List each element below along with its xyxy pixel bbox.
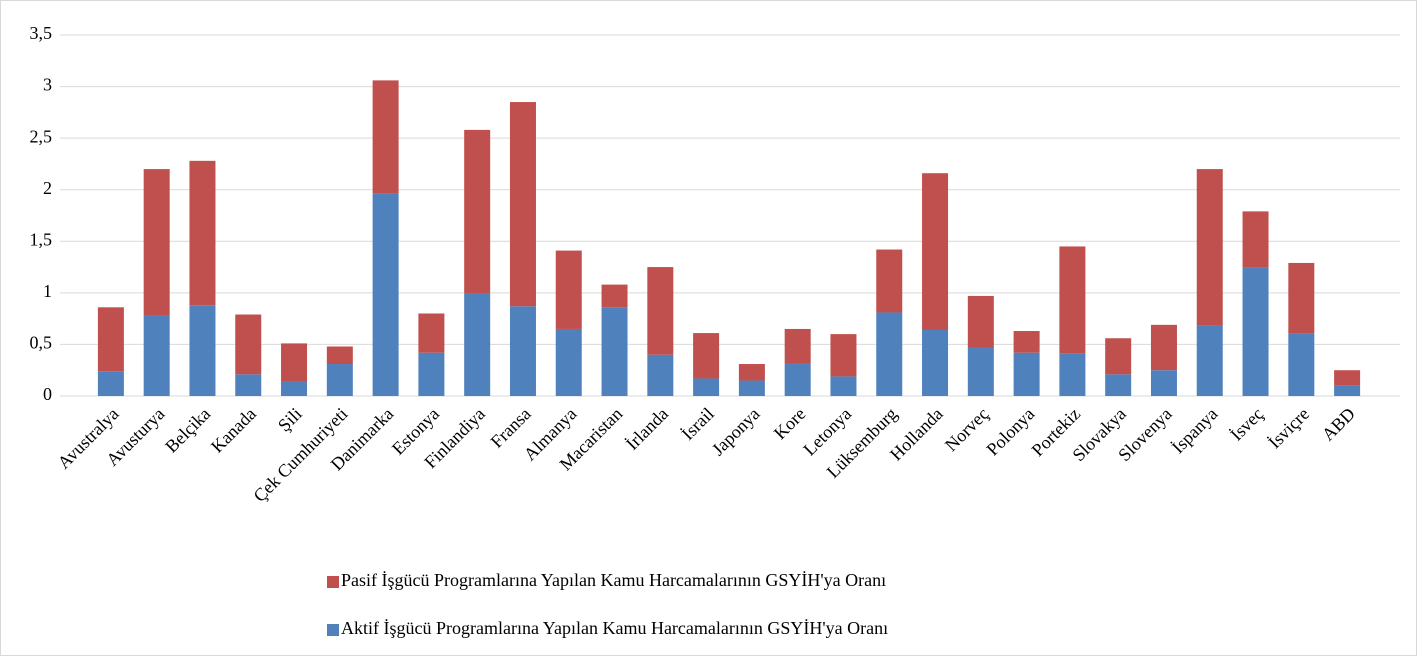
bar-segment (967, 347, 994, 396)
y-tick-label: 0,5 (30, 333, 53, 353)
legend-swatch (327, 624, 339, 636)
bar-segment (97, 371, 124, 396)
bar-segment (235, 374, 262, 396)
bar-segment (1150, 370, 1177, 396)
y-tick-label: 1 (43, 281, 52, 301)
bar-segment (1105, 338, 1132, 375)
bar-segment (738, 364, 765, 381)
bar-segment (143, 169, 170, 316)
bar-segment (1059, 246, 1086, 354)
bar-segment (1105, 374, 1132, 396)
bar-segment (372, 80, 399, 194)
bar-segment (372, 193, 399, 396)
bar-segment (1013, 352, 1040, 396)
bar-segment (876, 312, 903, 396)
bar-segment (97, 307, 124, 372)
y-tick-label: 2 (43, 178, 52, 198)
bar-segment (418, 313, 445, 353)
y-tick-label: 0 (43, 384, 52, 404)
bar-segment (1059, 353, 1086, 396)
legend-swatch (327, 576, 339, 588)
bar-segment (555, 328, 582, 396)
bar-segment (647, 354, 674, 396)
bar-segment (601, 284, 628, 308)
bar-segment (189, 160, 216, 306)
y-tick-label: 3,5 (30, 23, 53, 43)
bar-segment (601, 307, 628, 396)
bar-segment (1242, 267, 1269, 396)
bar-segment (967, 295, 994, 348)
bar-segment (418, 352, 445, 396)
bar-segment (922, 173, 949, 330)
bar-segment (784, 362, 811, 396)
bar-segment (1288, 333, 1315, 396)
legend-label: Pasif İşgücü Programlarına Yapılan Kamu … (341, 570, 886, 590)
bar-segment (738, 380, 765, 396)
bar-segment (281, 343, 308, 382)
bar-segment (509, 102, 536, 307)
bar-segment (555, 250, 582, 329)
bar-segment (464, 293, 491, 396)
bar-segment (784, 328, 811, 363)
bar-segment (281, 381, 308, 396)
y-tick-label: 1,5 (30, 229, 53, 249)
bar-segment (1013, 331, 1040, 353)
bar-segment (922, 329, 949, 396)
bar-segment (1196, 325, 1223, 396)
legend-label: Aktif İşgücü Programlarına Yapılan Kamu … (341, 618, 888, 638)
bar-segment (326, 364, 353, 396)
bar-segment (876, 249, 903, 313)
bar-segment (326, 346, 353, 365)
y-tick-label: 3 (43, 75, 52, 95)
bar-segment (830, 334, 857, 377)
bar-segment (693, 378, 720, 396)
bar-segment (509, 306, 536, 396)
bar-segment (647, 267, 674, 355)
bar-segment (1334, 385, 1361, 396)
bar-segment (235, 314, 262, 375)
bar-segment (143, 315, 170, 396)
bar-segment (830, 376, 857, 396)
bar-segment (1334, 370, 1361, 386)
bar-segment (1196, 169, 1223, 326)
bar-segment (1288, 262, 1315, 334)
bar-segment (693, 333, 720, 379)
bar-segment (464, 129, 491, 294)
y-tick-label: 2,5 (30, 126, 53, 146)
bar-segment (189, 305, 216, 396)
bar-segment (1150, 324, 1177, 371)
bar-segment (1242, 211, 1269, 268)
